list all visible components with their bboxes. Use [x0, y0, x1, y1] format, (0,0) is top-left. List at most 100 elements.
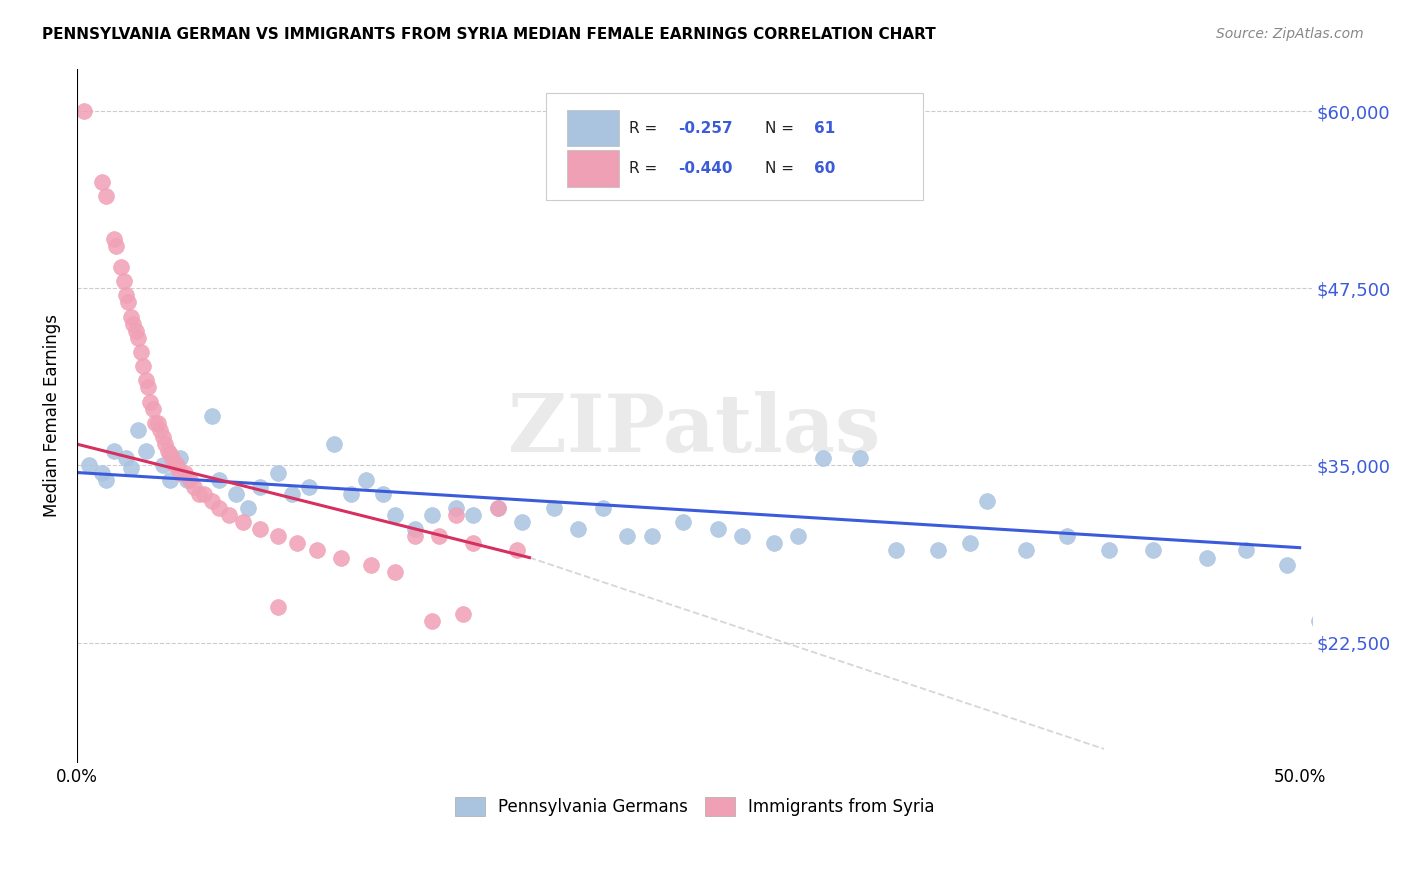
Point [132, 359, 155, 374]
Text: Source: ZipAtlas.com: Source: ZipAtlas.com [1216, 27, 1364, 41]
Text: N =: N = [765, 161, 799, 176]
Point [1098, 543, 1121, 558]
Point [105, 238, 128, 252]
Point [152, 458, 174, 473]
Point [135, 444, 157, 458]
Point [143, 416, 166, 430]
Point [193, 487, 215, 501]
Point [1195, 550, 1218, 565]
Point [1362, 615, 1385, 629]
Point [731, 529, 754, 543]
Point [249, 480, 271, 494]
Point [486, 500, 509, 515]
Point [103, 232, 125, 246]
Point [156, 444, 179, 458]
Legend: Pennsylvania Germans, Immigrants from Syria: Pennsylvania Germans, Immigrants from Sy… [446, 789, 942, 824]
Text: -0.440: -0.440 [679, 161, 733, 176]
Point [420, 615, 443, 629]
Point [706, 522, 728, 536]
Point [127, 423, 149, 437]
Point [486, 500, 509, 515]
Point [159, 447, 181, 461]
Point [330, 550, 353, 565]
Point [453, 607, 475, 622]
Point [225, 487, 247, 501]
Point [1056, 529, 1078, 543]
FancyBboxPatch shape [567, 151, 619, 186]
Point [616, 529, 638, 543]
Point [127, 331, 149, 345]
FancyBboxPatch shape [567, 111, 619, 146]
Point [120, 461, 142, 475]
Point [238, 500, 260, 515]
Text: R =: R = [628, 161, 662, 176]
Point [976, 494, 998, 508]
Point [166, 458, 188, 473]
Point [266, 529, 288, 543]
Point [305, 543, 328, 558]
Y-axis label: Median Female Earnings: Median Female Earnings [44, 314, 60, 517]
Point [163, 458, 186, 473]
Point [266, 600, 288, 615]
Point [176, 473, 198, 487]
Point [115, 288, 138, 302]
Point [543, 500, 565, 515]
Point [340, 487, 363, 501]
Point [218, 508, 240, 522]
Text: 60: 60 [814, 161, 835, 176]
Point [110, 260, 132, 274]
Point [463, 508, 485, 522]
Point [463, 536, 485, 550]
Point [188, 487, 211, 501]
Point [208, 473, 231, 487]
Point [152, 430, 174, 444]
Point [641, 529, 664, 543]
Point [112, 274, 135, 288]
Point [169, 466, 191, 480]
Point [120, 310, 142, 324]
Point [115, 451, 138, 466]
Point [173, 466, 195, 480]
Point [510, 515, 533, 529]
Point [122, 317, 145, 331]
Point [125, 324, 148, 338]
Point [90, 175, 112, 189]
Text: 61: 61 [814, 120, 835, 136]
Point [96, 189, 118, 203]
Point [135, 373, 157, 387]
Point [567, 522, 589, 536]
Point [249, 522, 271, 536]
Point [404, 522, 426, 536]
Point [139, 394, 162, 409]
Point [444, 500, 467, 515]
Point [79, 458, 101, 473]
Point [103, 444, 125, 458]
Point [384, 565, 406, 579]
Point [90, 466, 112, 480]
Point [298, 480, 321, 494]
Point [200, 494, 222, 508]
Text: -0.257: -0.257 [679, 120, 733, 136]
Point [73, 103, 96, 118]
Point [208, 500, 231, 515]
Text: R =: R = [628, 120, 662, 136]
Point [959, 536, 981, 550]
Point [200, 409, 222, 423]
Point [232, 515, 254, 529]
Point [159, 473, 181, 487]
Point [153, 437, 176, 451]
Point [384, 508, 406, 522]
Point [927, 543, 949, 558]
Point [1234, 543, 1257, 558]
Point [360, 558, 382, 572]
Point [811, 451, 834, 466]
Point [354, 473, 377, 487]
Text: N =: N = [765, 120, 799, 136]
Point [1142, 543, 1164, 558]
Point [96, 473, 118, 487]
Point [672, 515, 695, 529]
Point [1015, 543, 1038, 558]
Point [787, 529, 810, 543]
Point [322, 437, 344, 451]
Point [427, 529, 450, 543]
